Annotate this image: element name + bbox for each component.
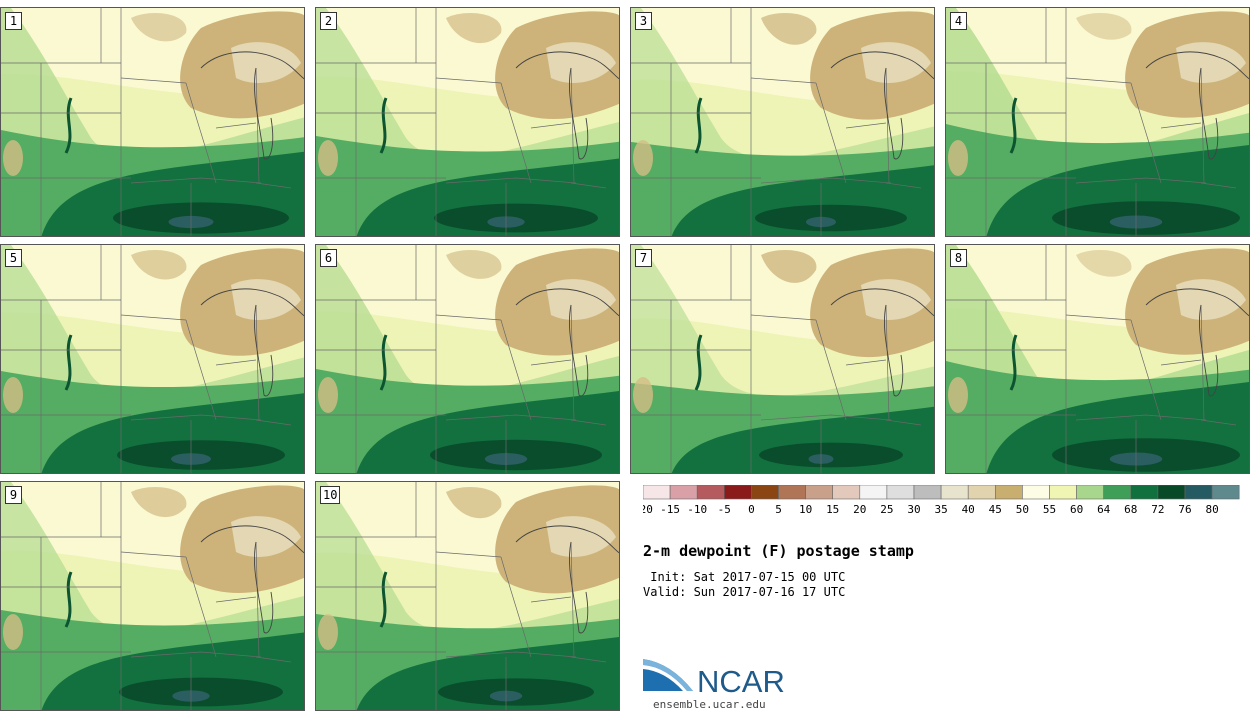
stamp-number: 6 (320, 249, 337, 267)
colorbar-swatch (1049, 485, 1077, 500)
stamp-number: 1 (5, 12, 22, 30)
colorbar-tick-label: 15 (826, 503, 839, 516)
colorbar-swatch (805, 485, 834, 500)
ncar-logo: NCAR (643, 659, 785, 699)
postage-stamp-4[interactable]: 4 (945, 7, 1250, 237)
colorbar-tick-label: -20 (643, 503, 653, 516)
valid-time: Valid: Sun 2017-07-16 17 UTC (643, 585, 846, 599)
colorbar-swatch (859, 485, 888, 500)
colorbar-tick-label: 40 (962, 503, 975, 516)
postage-stamp-6[interactable]: 6 (315, 244, 620, 474)
colorbar-tick-label: 55 (1043, 503, 1056, 516)
colorbar-tick-label: -15 (660, 503, 680, 516)
stamp-number: 5 (5, 249, 22, 267)
chart-title: 2-m dewpoint (F) postage stamp (643, 542, 914, 560)
colorbar-tick-label: 80 (1205, 503, 1218, 516)
postage-stamp-7[interactable]: 7 (630, 244, 935, 474)
postage-stamp-8[interactable]: 8 (945, 244, 1250, 474)
colorbar-swatch (669, 485, 698, 500)
postage-stamp-10[interactable]: 10 (315, 481, 620, 711)
colorbar-swatch (1130, 485, 1159, 500)
colorbar-swatch (751, 485, 779, 500)
dewpoint-colorbar: -20 -15 -10 -5 0 5 10 15 20 25 30 35 40 45 50 55 60 64 68 7… (643, 485, 1240, 516)
dewpoint-map (631, 245, 934, 473)
colorbar-swatch (724, 485, 752, 500)
colorbar-tick-label: 64 (1097, 503, 1111, 516)
dewpoint-map (946, 8, 1249, 236)
dewpoint-map (946, 245, 1249, 473)
colorbar-tick-label: 76 (1178, 503, 1191, 516)
colorbar-tick-label: 35 (934, 503, 947, 516)
footer-url[interactable]: ensemble.ucar.edu (653, 698, 766, 711)
postage-stamp-3[interactable]: 3 (630, 7, 935, 237)
init-time: Init: Sat 2017-07-15 00 UTC (643, 570, 846, 584)
dewpoint-map (316, 8, 619, 236)
colorbar-swatch (696, 485, 725, 500)
postage-stamp-1[interactable]: 1 (0, 7, 305, 237)
stamp-number: 8 (950, 249, 967, 267)
colorbar-tick-label: 25 (880, 503, 893, 516)
stamp-number: 9 (5, 486, 22, 504)
colorbar-swatch (778, 485, 806, 500)
colorbar-tick-label: 72 (1151, 503, 1164, 516)
dewpoint-map (1, 245, 304, 473)
colorbar-swatch (1103, 485, 1132, 500)
colorbar-swatch (1211, 485, 1240, 500)
colorbar-swatch (913, 485, 942, 500)
colorbar-swatch (886, 485, 915, 500)
postage-stamp-2[interactable]: 2 (315, 7, 620, 237)
postage-stamp-9[interactable]: 9 (0, 481, 305, 711)
colorbar-tick-label: -5 (718, 503, 731, 516)
stamp-number: 2 (320, 12, 337, 30)
colorbar-swatch (1157, 485, 1186, 500)
colorbar-tick-label: 45 (989, 503, 1002, 516)
stamp-number: 10 (320, 486, 341, 504)
colorbar-swatch (1184, 485, 1213, 500)
colorbar-tick-label: 30 (907, 503, 920, 516)
colorbar-swatch (967, 485, 996, 500)
colorbar-tick-label: 68 (1124, 503, 1137, 516)
colorbar-swatch (832, 485, 861, 500)
stamp-number: 7 (635, 249, 652, 267)
dewpoint-map (316, 245, 619, 473)
colorbar-swatch (994, 485, 1023, 500)
stamp-number: 4 (950, 12, 967, 30)
colorbar-tick-label: 20 (853, 503, 866, 516)
colorbar-tick-label: 10 (799, 503, 812, 516)
colorbar-tick-label: 5 (775, 503, 782, 516)
colorbar-tick-label: 60 (1070, 503, 1083, 516)
colorbar-swatch (643, 485, 671, 500)
dewpoint-map (316, 482, 619, 710)
dewpoint-map (1, 8, 304, 236)
colorbar-tick-label: -10 (687, 503, 707, 516)
postage-stamp-5[interactable]: 5 (0, 244, 305, 474)
colorbar-swatch (940, 485, 969, 500)
colorbar-tick-label: 0 (748, 503, 755, 516)
colorbar-tick-label: 50 (1016, 503, 1029, 516)
dewpoint-map (631, 8, 934, 236)
dewpoint-map (1, 482, 304, 710)
colorbar-swatch (1076, 485, 1105, 500)
stamp-number: 3 (635, 12, 652, 30)
colorbar-swatch (1022, 485, 1050, 500)
logo-wordmark: NCAR (697, 664, 785, 699)
